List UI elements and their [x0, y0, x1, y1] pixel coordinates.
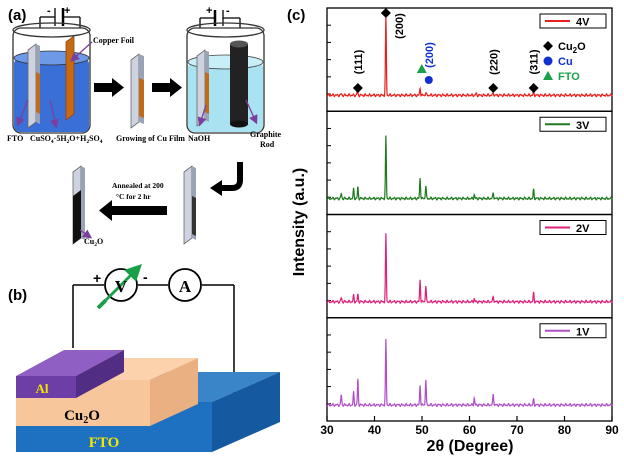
legend-box-2V [539, 220, 607, 235]
fto-peak-marker [416, 64, 427, 73]
process-arrow-4 [99, 200, 167, 221]
xrd-line-3V [326, 135, 613, 201]
legend-label-2V: 2V [576, 223, 590, 235]
peak-annotation: (111) [353, 49, 365, 74]
cu2o-label-b: Cu2O [64, 408, 100, 426]
fto-electrode-1 [27, 43, 40, 129]
x-tick-label: 60 [463, 423, 477, 437]
anneal-label-2: °C for 2 hr [116, 192, 151, 201]
ammeter [168, 268, 202, 302]
process-arrow-1 [94, 78, 124, 97]
x-axis-label: 2θ (Degree) [427, 438, 514, 455]
cu-peak-marker [424, 76, 433, 84]
fto-label-b: FTO [89, 435, 120, 451]
legend-box-4V [539, 13, 607, 29]
voltmeter-plus: + [93, 270, 101, 286]
cu2o-peak-marker [488, 83, 499, 93]
process-arrow-3 [210, 162, 243, 196]
xrd-line-4V [326, 14, 613, 98]
legend-label-4V: 4V [576, 17, 590, 29]
cu2o-label-a: Cu2O [84, 237, 103, 248]
legend-box-1V [539, 323, 607, 339]
y-axis-label: Intensity (a.u.) [291, 168, 308, 276]
panel-c-xrd-chart: (c) 2θ (Degree) Intensity (a.u.) 4V 3V 2V 1… [287, 7, 619, 455]
xrd-line-1V [326, 338, 613, 408]
legend-circle-icon [543, 56, 553, 66]
peak-annotation: (200) [424, 42, 436, 68]
fto-label-a: FTO [7, 134, 23, 143]
voltmeter-minus: - [143, 269, 148, 285]
cu-film-slide [130, 53, 144, 129]
fto-electrode-2 [196, 49, 209, 127]
panel-c-label: (c) [287, 7, 305, 24]
copper-foil-label: Copper Foil [93, 36, 135, 45]
anneal-label-1: Annealed at 200 [112, 181, 164, 190]
cu2o-peak-marker [528, 83, 539, 93]
peak-annotation: (311) [529, 49, 541, 74]
al-label: Al [36, 381, 49, 396]
legend-diamond-icon [543, 41, 553, 51]
naoh-label: NaOH [188, 134, 211, 143]
legend-label-3V: 3V [576, 120, 590, 132]
panel-b: (b) V + - A FTO [8, 264, 280, 452]
graphite-label-1: Graphite [250, 130, 282, 139]
cu2o-peak-marker [352, 83, 363, 93]
panel-a: (a) - + Copper Foil [7, 5, 282, 248]
cu2o-slide [72, 165, 85, 245]
peak-annotation: (220) [488, 49, 500, 75]
plus-sign-2: + [206, 5, 212, 17]
legend-phase-label: Cu2O [558, 41, 586, 55]
minus-sign-2: - [226, 5, 230, 17]
x-tick-label: 50 [415, 423, 429, 437]
graphite-label-2: Rod [260, 140, 275, 149]
xrd-line-2V [326, 233, 613, 305]
x-tick-label: 30 [320, 423, 334, 437]
voltmeter-label: V [115, 277, 128, 296]
graphite-rod [230, 40, 248, 128]
plus-sign-1: + [64, 5, 70, 17]
cu2o-peak-marker [380, 8, 391, 18]
legend-box-3V [539, 116, 607, 132]
ammeter-label: A [179, 277, 192, 296]
legend-triangle-icon [543, 71, 553, 80]
x-tick-label: 40 [368, 423, 382, 437]
minus-sign-1: - [47, 5, 51, 17]
x-tick-label: 70 [510, 423, 524, 437]
panel-a-label: (a) [8, 7, 26, 24]
x-tick-label: 80 [558, 423, 572, 437]
growing-label: Growing of Cu Film [116, 134, 185, 143]
voltmeter [96, 264, 142, 310]
panel-b-label: (b) [8, 287, 27, 304]
annealed-slide [183, 165, 196, 245]
electrolyte-label: CuSO4·5H2O+H2SO4 [30, 134, 103, 145]
al-layer [16, 350, 124, 398]
copper-foil [65, 35, 75, 121]
legend-label-1V: 1V [576, 326, 590, 338]
peak-annotation: (200) [394, 13, 406, 39]
beaker-1 [12, 22, 91, 134]
x-tick-label: 90 [605, 423, 619, 437]
legend-phase-label: Cu [558, 56, 573, 68]
legend-phase-label: FTO [558, 71, 580, 83]
process-arrow-2 [152, 78, 182, 97]
